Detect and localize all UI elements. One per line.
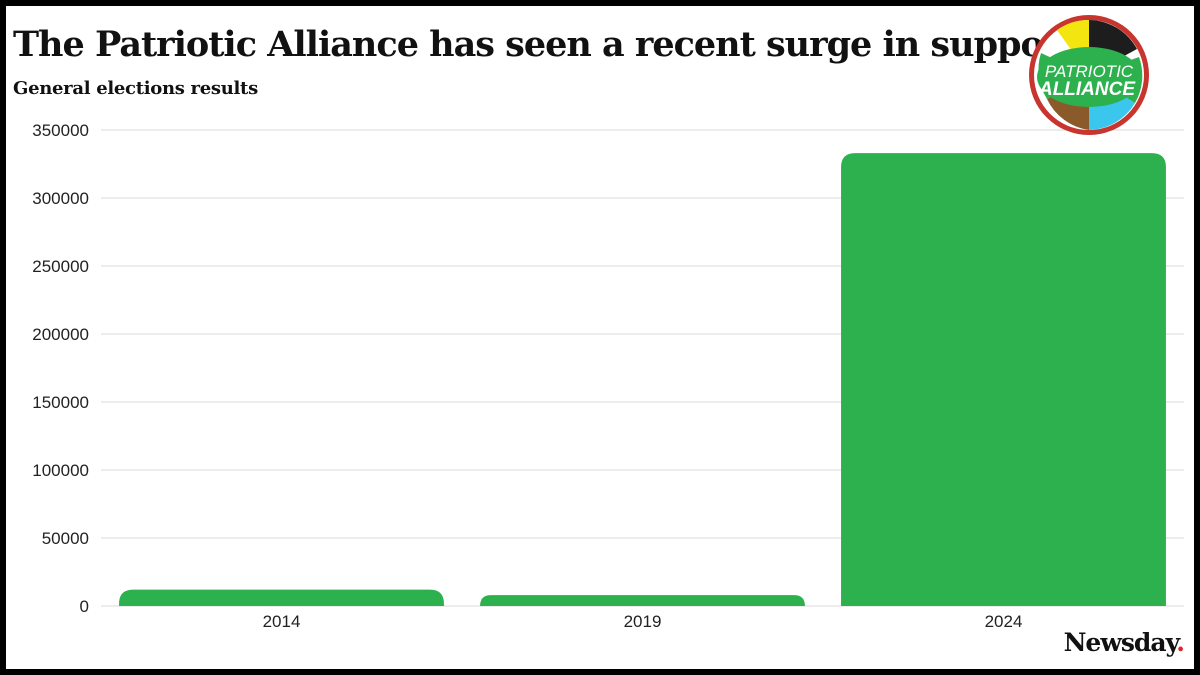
- newsday-brand: Newsday.: [1063, 628, 1185, 657]
- brand-dot: .: [1176, 628, 1185, 657]
- bar-2019: [480, 595, 805, 606]
- bar-2014: [119, 589, 444, 606]
- y-tick-label: 350000: [32, 121, 89, 140]
- x-tick-label-2024: 2024: [985, 612, 1023, 631]
- y-tick-label: 50000: [42, 529, 89, 548]
- chart-subtitle: General elections results: [13, 78, 258, 99]
- y-tick-label: 150000: [32, 393, 89, 412]
- bars: [119, 153, 1166, 606]
- bar-2024: [841, 153, 1166, 606]
- y-tick-label: 200000: [32, 325, 89, 344]
- y-axis-ticks: 0 50000 100000 150000 200000 250000 300000 3500…: [32, 121, 89, 616]
- y-tick-label: 300000: [32, 189, 89, 208]
- chart-frame: The Patriotic Alliance has seen a recent…: [6, 6, 1194, 669]
- brand-name: Newsday: [1063, 628, 1178, 657]
- x-axis-ticks: 2014 2019 2024: [263, 612, 1023, 631]
- y-tick-label: 100000: [32, 461, 89, 480]
- patriotic-alliance-logo: PATRIOTIC ALLIANCE: [1029, 15, 1149, 135]
- logo-text-line1: PATRIOTIC: [1045, 62, 1134, 81]
- y-tick-label: 250000: [32, 257, 89, 276]
- x-tick-label-2019: 2019: [624, 612, 662, 631]
- y-tick-label: 0: [80, 597, 89, 616]
- logo-text-line2: ALLIANCE: [1038, 79, 1136, 100]
- x-tick-label-2014: 2014: [263, 612, 301, 631]
- bar-chart: 0 50000 100000 150000 200000 250000 300000 3500…: [32, 121, 1184, 631]
- chart-title: The Patriotic Alliance has seen a recent…: [13, 24, 1076, 65]
